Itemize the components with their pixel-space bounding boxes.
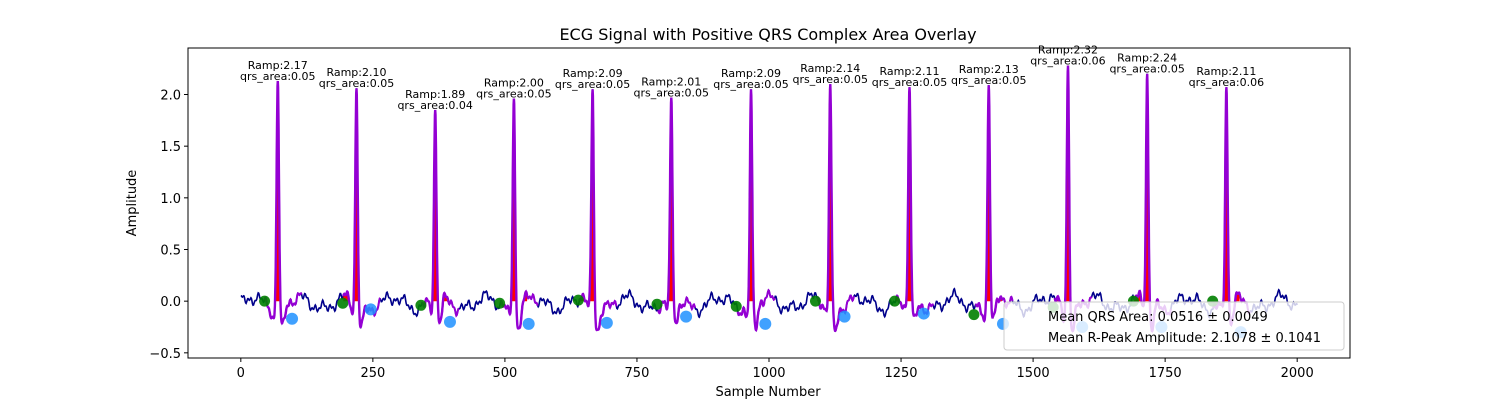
offset-point-6 [680, 310, 693, 323]
qrs-area-fill-2 [343, 88, 370, 302]
ramp-annotation-9: Ramp:2.11 [879, 65, 939, 78]
offset-point-7 [759, 317, 772, 330]
qrs-area-annotation-12: qrs_area:0.05 [1109, 63, 1184, 76]
qrs-area-annotation-13: qrs_area:0.06 [1189, 76, 1264, 89]
qrs-area-annotation-5: qrs_area:0.05 [555, 78, 630, 91]
legend-box [1003, 301, 1345, 351]
qrs-tail-6 [675, 295, 697, 324]
y-tick-label: 0.0 [160, 295, 181, 310]
x-tick-label: 2000 [1281, 366, 1314, 381]
legend-entry-2: Mean R-Peak Amplitude: 2.1078 ± 0.1041 [1048, 331, 1321, 346]
x-tick-label: 0 [237, 366, 245, 381]
x-tick-label: 750 [625, 366, 650, 381]
qrs-area-fill-1 [264, 81, 291, 302]
qrs-area-fill-13 [1213, 87, 1240, 302]
onset-point-7 [730, 300, 742, 312]
axes: 0 250 500 750 1000 1250 1500 1750 2000 −0.5 0.0 0.5… [149, 47, 1351, 381]
qrs-area-fill-10 [975, 85, 1002, 302]
qrs-area-annotation-9: qrs_area:0.05 [872, 76, 947, 89]
y-tick-label: 1.0 [160, 192, 181, 207]
onset-point-1 [259, 295, 271, 307]
y-axis-label: Amplitude [125, 170, 140, 237]
ramp-annotation-11: Ramp:2.32 [1038, 43, 1098, 56]
qrs-area-annotation-4: qrs_area:0.05 [476, 88, 551, 101]
x-tick-label: 1500 [1017, 366, 1050, 381]
x-tick-label: 1250 [884, 366, 917, 381]
onset-point-3 [415, 299, 427, 311]
ramp-annotation-10: Ramp:2.13 [959, 63, 1019, 76]
qrs-area-annotation-10: qrs_area:0.05 [951, 74, 1026, 87]
offset-point-2 [364, 303, 377, 316]
offset-point-5 [600, 316, 613, 329]
offset-point-8 [838, 310, 851, 323]
ramp-annotation-13: Ramp:2.11 [1196, 65, 1256, 78]
qrs-tail-7 [755, 288, 776, 330]
onset-point-5 [572, 294, 584, 306]
onset-point-2 [337, 297, 349, 309]
ramp-annotation-12: Ramp:2.24 [1117, 52, 1177, 65]
x-tick-label: 1750 [1149, 366, 1182, 381]
onset-point-9 [889, 295, 901, 307]
qrs-area-fill-8 [817, 84, 844, 302]
ramp-annotation-7: Ramp:2.09 [721, 67, 781, 80]
qrs-area-fill-4 [500, 98, 528, 302]
qrs-tail-1 [282, 291, 303, 321]
x-tick-label: 1000 [752, 366, 785, 381]
chart-title: ECG Signal with Positive QRS Complex Are… [559, 25, 976, 44]
y-tick-label: 2.0 [160, 89, 181, 104]
onset-point-6 [651, 298, 663, 310]
onset-point-10 [968, 309, 980, 321]
qrs-area-fill-3 [422, 110, 449, 302]
legend: Mean QRS Area: 0.0516 ± 0.0049 Mean R-Pea… [1003, 301, 1345, 351]
y-tick-label: −0.5 [149, 347, 181, 362]
y-tick-label: 1.5 [160, 140, 181, 155]
ramp-annotation-4: Ramp:2.00 [484, 77, 544, 90]
qrs-area-fill-11 [1054, 65, 1082, 302]
ramp-annotation-2: Ramp:2.10 [326, 66, 386, 79]
offset-point-9 [917, 307, 930, 320]
qrs-area-annotation-1: qrs_area:0.05 [240, 70, 315, 83]
qrs-area-fill-6 [658, 97, 685, 302]
qrs-area-fill-5 [579, 89, 606, 302]
offset-point-3 [443, 315, 456, 328]
x-tick-label: 250 [360, 366, 385, 381]
qrs-area-fill-12 [1134, 73, 1161, 302]
qrs-area-annotation-2: qrs_area:0.05 [319, 77, 394, 90]
ramp-annotation-8: Ramp:2.14 [800, 62, 860, 75]
qrs-area-annotation-7: qrs_area:0.05 [713, 78, 788, 91]
onset-point-8 [809, 295, 821, 307]
qrs-area-annotation-3: qrs_area:0.04 [397, 99, 472, 112]
qrs-area-fill-9 [896, 87, 923, 302]
offset-point-4 [522, 317, 535, 330]
onset-point-4 [494, 297, 506, 309]
x-tick-label: 500 [492, 366, 517, 381]
ramp-annotation-3: Ramp:1.89 [405, 88, 465, 101]
legend-entry-1: Mean QRS Area: 0.0516 ± 0.0049 [1048, 310, 1268, 325]
ramp-annotation-6: Ramp:2.01 [641, 75, 701, 88]
qrs-tail-3 [439, 291, 460, 321]
ramp-annotation-1: Ramp:2.17 [248, 59, 308, 72]
x-axis-label: Sample Number [715, 385, 821, 400]
qrs-tail-4 [518, 289, 539, 329]
offset-point-1 [286, 312, 299, 325]
ramp-annotation-5: Ramp:2.09 [563, 67, 623, 80]
y-tick-label: 0.5 [160, 244, 181, 259]
qrs-area-annotation-8: qrs_area:0.05 [793, 73, 868, 86]
qrs-area-fill-7 [737, 89, 765, 302]
qrs-tail-5 [597, 299, 618, 331]
qrs-area-annotation-11: qrs_area:0.06 [1030, 54, 1105, 67]
qrs-area-annotation-6: qrs_area:0.05 [634, 86, 709, 99]
